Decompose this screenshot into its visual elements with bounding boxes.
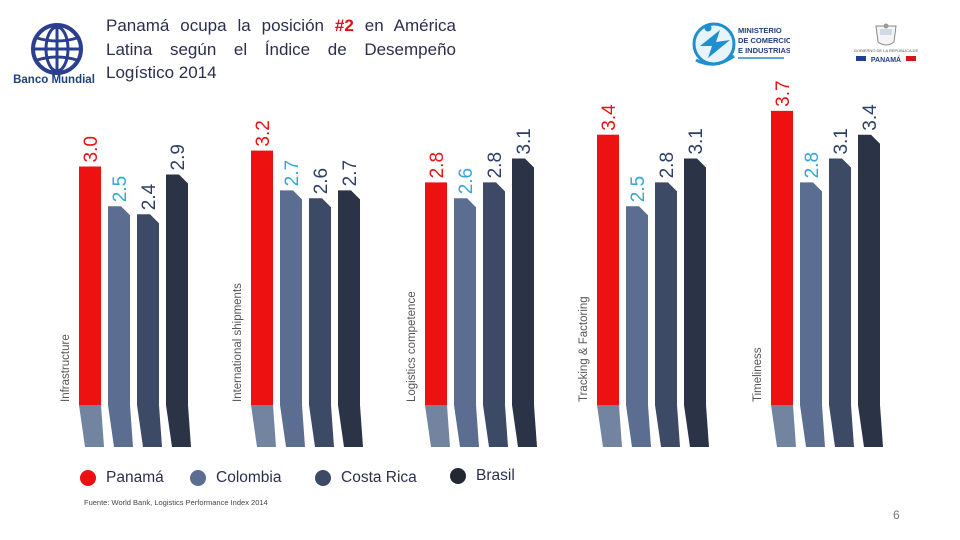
value-label-brasil-international-shipments: 2.7 — [340, 160, 361, 186]
value-label-costa-rica-logistics-competence: 2.8 — [485, 152, 506, 178]
bar-tail-costa-rica-infrastructure — [137, 405, 162, 447]
bar-tail-panam-logistics-competence — [425, 405, 450, 447]
bar-panam-tracking-factoring — [597, 134, 619, 405]
bar-tail-colombia-logistics-competence — [454, 405, 479, 447]
value-label-panam-tracking-factoring: 3.4 — [599, 104, 620, 131]
bar-colombia-infrastructure — [108, 206, 130, 405]
value-label-brasil-timeliness: 3.4 — [860, 104, 881, 131]
bar-tail-panam-timeliness — [771, 405, 796, 447]
title-part-2: en América Latina según el Índice de Des… — [106, 16, 456, 82]
gov-logo-name: PANAMÁ — [871, 55, 901, 64]
value-label-colombia-logistics-competence: 2.6 — [456, 168, 477, 194]
bar-brasil-tracking-factoring — [684, 158, 706, 405]
bar-costa-rica-international-shipments — [309, 198, 331, 405]
bar-tail-brasil-logistics-competence — [512, 405, 537, 447]
bar-tail-colombia-tracking-factoring — [626, 405, 651, 447]
bar-tail-colombia-timeliness — [800, 405, 825, 447]
value-label-brasil-tracking-factoring: 3.1 — [686, 128, 707, 154]
gov-logo-small-text: GOBIERNO DE LA REPÚBLICA DE — [854, 48, 919, 53]
mici-line-1: MINISTERIO — [738, 26, 782, 35]
category-label-international-shipments: International shipments — [232, 283, 244, 402]
category-label-logistics-competence: Logistics competence — [406, 291, 418, 402]
bar-colombia-tracking-factoring — [626, 206, 648, 405]
legend-dot-panama — [80, 470, 96, 486]
bar-colombia-logistics-competence — [454, 198, 476, 405]
bar-panam-timeliness — [771, 110, 793, 405]
value-label-panam-logistics-competence: 2.8 — [427, 152, 448, 178]
value-label-panam-international-shipments: 3.2 — [253, 120, 274, 146]
title-highlight: #2 — [334, 16, 354, 35]
bar-tail-costa-rica-logistics-competence — [483, 405, 508, 447]
bar-tail-costa-rica-international-shipments — [309, 405, 334, 447]
bar-tail-brasil-tracking-factoring — [684, 405, 709, 447]
bar-panam-infrastructure — [79, 166, 101, 405]
value-label-costa-rica-international-shipments: 2.6 — [311, 168, 332, 194]
bar-brasil-infrastructure — [166, 174, 188, 405]
bar-tail-panam-infrastructure — [79, 405, 104, 447]
value-label-costa-rica-timeliness: 3.1 — [831, 128, 852, 154]
bar-brasil-international-shipments — [338, 190, 360, 405]
bar-costa-rica-timeliness — [829, 158, 851, 405]
bar-colombia-international-shipments — [280, 190, 302, 405]
legend-label-brasil: Brasil — [476, 467, 515, 484]
value-label-colombia-timeliness: 2.8 — [802, 152, 823, 178]
category-label-infrastructure: Infrastructure — [60, 334, 72, 402]
value-label-panam-infrastructure: 3.0 — [81, 136, 102, 162]
legend-label-panama: Panamá — [106, 469, 164, 486]
bar-tail-colombia-international-shipments — [280, 405, 305, 447]
bar-tail-brasil-infrastructure — [166, 405, 191, 447]
mici-line-2: DE COMERCIO — [738, 36, 790, 45]
ministerio-comercio-logo: MINISTERIO DE COMERCIO E INDUSTRIAS — [692, 22, 790, 66]
slide-title: Panamá ocupa la posición #2 en América L… — [106, 14, 456, 85]
value-label-costa-rica-tracking-factoring: 2.8 — [657, 152, 678, 178]
bar-tail-panam-international-shipments — [251, 405, 276, 447]
source-note: Fuente: World Bank, Logistics Performanc… — [84, 498, 268, 507]
legend-label-colombia: Colombia — [216, 469, 282, 486]
title-part-1: Panamá ocupa la posición — [106, 16, 335, 35]
bar-brasil-timeliness — [858, 134, 880, 405]
value-label-brasil-infrastructure: 2.9 — [168, 144, 189, 170]
value-label-costa-rica-infrastructure: 2.4 — [139, 183, 160, 210]
bar-costa-rica-infrastructure — [137, 214, 159, 405]
bar-tail-colombia-infrastructure — [108, 405, 133, 447]
bar-tail-brasil-international-shipments — [338, 405, 363, 447]
mici-line-3: E INDUSTRIAS — [738, 46, 790, 55]
bar-panam-international-shipments — [251, 150, 273, 405]
bar-costa-rica-tracking-factoring — [655, 182, 677, 405]
bar-tail-costa-rica-timeliness — [829, 405, 854, 447]
bar-tail-costa-rica-tracking-factoring — [655, 405, 680, 447]
world-bank-logo-text: Banco Mundial — [13, 74, 95, 86]
value-label-colombia-infrastructure: 2.5 — [110, 176, 131, 202]
bar-panam-logistics-competence — [425, 182, 447, 405]
legend-label-costa-rica: Costa Rica — [341, 469, 417, 486]
legend-dot-colombia — [190, 470, 206, 486]
category-label-tracking-factoring: Tracking & Factoring — [578, 296, 590, 402]
bar-colombia-timeliness — [800, 182, 822, 405]
legend-dot-brasil — [450, 468, 466, 484]
gobierno-panama-logo: GOBIERNO DE LA REPÚBLICA DE PANAMÁ — [854, 23, 919, 64]
bar-costa-rica-logistics-competence — [483, 182, 505, 405]
bar-brasil-logistics-competence — [512, 158, 534, 405]
value-label-colombia-international-shipments: 2.7 — [282, 160, 303, 186]
bar-tail-brasil-timeliness — [858, 405, 883, 447]
value-label-panam-timeliness: 3.7 — [773, 80, 794, 106]
page-number: 6 — [893, 508, 900, 522]
world-bank-logo — [31, 23, 83, 75]
legend-dot-costa-rica — [315, 470, 331, 486]
category-label-timeliness: Timeliness — [752, 347, 764, 402]
value-label-colombia-tracking-factoring: 2.5 — [628, 176, 649, 202]
value-label-brasil-logistics-competence: 3.1 — [514, 128, 535, 154]
bar-tail-panam-tracking-factoring — [597, 405, 622, 447]
